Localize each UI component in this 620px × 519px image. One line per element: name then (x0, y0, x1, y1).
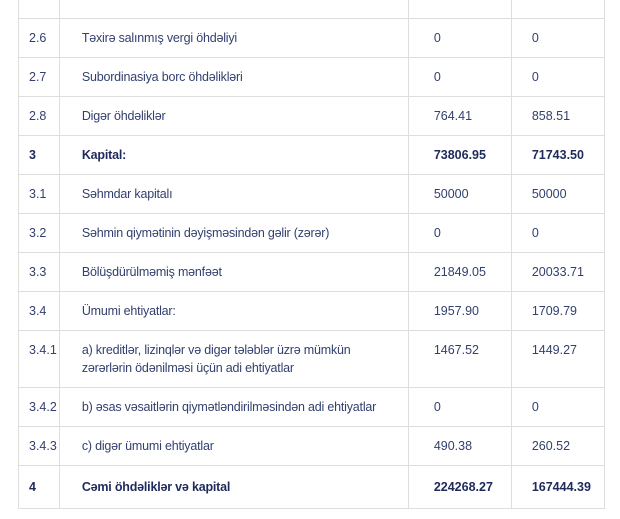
row-value1-cell: 490.38 (407, 425, 512, 466)
table-row: 3.4.2 b) əsas vəsaitlərin qiymətləndiril… (18, 386, 605, 427)
row-code-cell: 2.6 (18, 17, 60, 58)
row-value2-cell: 0 (510, 56, 605, 97)
row-value2-cell: 1449.27 (510, 329, 605, 388)
row-code-cell: 3.4 (18, 290, 60, 331)
row-value2-cell: 858.51 (510, 95, 605, 136)
table-row: 2.6 Təxirə salınmış vergi öhdəliyi 0 0 (18, 17, 605, 58)
row-code-cell: 4 (18, 464, 60, 509)
row-value1-cell: 50000 (407, 173, 512, 214)
row-value1-cell: 0 (407, 17, 512, 58)
row-value1-cell: 0 (407, 56, 512, 97)
row-value2-cell: 50000 (510, 173, 605, 214)
row-value1-cell: 224268.27 (407, 464, 512, 509)
row-label-cell: Təxirə salınmış vergi öhdəliyi (58, 17, 409, 58)
row-value2-cell: 0 (510, 386, 605, 427)
clipped-cell (510, 0, 605, 19)
table-row: 3 Kapital: 73806.95 71743.50 (18, 134, 605, 175)
table-row: 3.4 Ümumi ehtiyatlar: 1957.90 1709.79 (18, 290, 605, 331)
table-row: 4 Cəmi öhdəliklər və kapital 224268.27 1… (18, 464, 605, 509)
row-code-cell: 3.3 (18, 251, 60, 292)
clipped-cell (18, 0, 60, 19)
row-value2-cell: 167444.39 (510, 464, 605, 509)
row-label-cell: Kapital: (58, 134, 409, 175)
row-label-cell: Subordinasiya borc öhdəlikləri (58, 56, 409, 97)
row-code-cell: 3.4.2 (18, 386, 60, 427)
table-row: 2.8 Digər öhdəliklər 764.41 858.51 (18, 95, 605, 136)
table-row: 3.4.3 c) digər ümumi ehtiyatlar 490.38 2… (18, 425, 605, 466)
row-code-cell: 2.7 (18, 56, 60, 97)
row-label-cell: Səhmdar kapitalı (58, 173, 409, 214)
row-value2-cell: 1709.79 (510, 290, 605, 331)
row-value1-cell: 21849.05 (407, 251, 512, 292)
row-value2-cell: 0 (510, 17, 605, 58)
row-label-cell: Bölüşdürülməmiş mənfəət (58, 251, 409, 292)
row-value2-cell: 260.52 (510, 425, 605, 466)
row-value1-cell: 764.41 (407, 95, 512, 136)
row-code-cell: 2.8 (18, 95, 60, 136)
row-label-cell: Cəmi öhdəliklər və kapital (58, 464, 409, 509)
row-code-cell: 3 (18, 134, 60, 175)
row-value1-cell: 73806.95 (407, 134, 512, 175)
table-row: 2.7 Subordinasiya borc öhdəlikləri 0 0 (18, 56, 605, 97)
row-code-cell: 3.1 (18, 173, 60, 214)
row-label-cell: c) digər ümumi ehtiyatlar (58, 425, 409, 466)
row-label-cell: a) kreditlər, lizinqlər və digər tələblə… (58, 329, 409, 388)
row-value2-cell: 0 (510, 212, 605, 253)
row-label-cell: Digər öhdəliklər (58, 95, 409, 136)
row-label-cell: Ümumi ehtiyatlar: (58, 290, 409, 331)
row-value1-cell: 1467.52 (407, 329, 512, 388)
row-code-cell: 3.2 (18, 212, 60, 253)
row-value2-cell: 71743.50 (510, 134, 605, 175)
table-row: 3.3 Bölüşdürülməmiş mənfəət 21849.05 200… (18, 251, 605, 292)
row-value1-cell: 1957.90 (407, 290, 512, 331)
row-label-cell: b) əsas vəsaitlərin qiymətləndirilməsind… (58, 386, 409, 427)
table-row: 3.1 Səhmdar kapitalı 50000 50000 (18, 173, 605, 214)
table-row: 3.4.1 a) kreditlər, lizinqlər və digər t… (18, 329, 605, 388)
row-value2-cell: 20033.71 (510, 251, 605, 292)
clipped-cell (407, 0, 512, 19)
row-code-cell: 3.4.1 (18, 329, 60, 388)
row-code-cell: 3.4.3 (18, 425, 60, 466)
table-row: 3.2 Səhmin qiymətinin dəyişməsindən gəli… (18, 212, 605, 253)
balance-sheet-table: 2.6 Təxirə salınmış vergi öhdəliyi 0 0 2… (18, 0, 605, 509)
balance-table-body: 2.6 Təxirə salınmış vergi öhdəliyi 0 0 2… (18, 0, 605, 509)
row-label-cell: Səhmin qiymətinin dəyişməsindən gəlir (z… (58, 212, 409, 253)
clipped-cell (58, 0, 409, 19)
clipped-row (18, 0, 605, 19)
row-value1-cell: 0 (407, 386, 512, 427)
row-value1-cell: 0 (407, 212, 512, 253)
